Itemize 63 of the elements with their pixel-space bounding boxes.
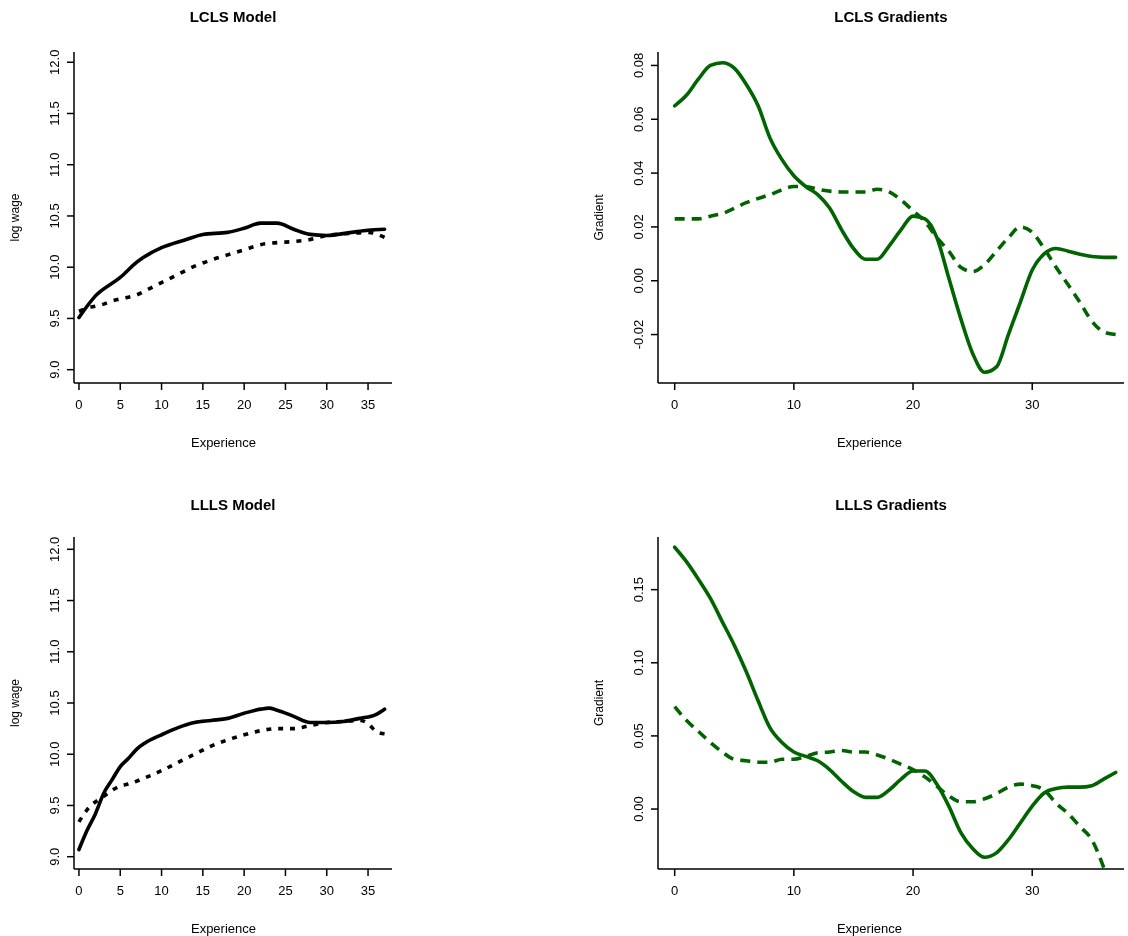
chart-title: LLLS Gradients — [835, 496, 947, 513]
x-tick-label: 25 — [278, 883, 293, 898]
y-tick-label: 10.5 — [47, 690, 62, 716]
y-tick-label: 9.0 — [47, 360, 62, 379]
chart-title: LCLS Gradients — [834, 8, 948, 25]
y-tick-label: 10.5 — [47, 203, 62, 229]
y-tick-label: 0.02 — [631, 214, 646, 240]
y-tick-label: 9.5 — [47, 309, 62, 328]
y-tick-label: 11.0 — [47, 152, 62, 177]
line-series — [77, 221, 387, 320]
x-tick-label: 0 — [671, 883, 679, 898]
x-tick-label: 30 — [319, 883, 334, 898]
x-tick-label: 20 — [236, 883, 252, 898]
y-tick-label: 11.5 — [47, 588, 62, 613]
y-axis-title: log wage — [8, 678, 22, 728]
x-tick-label: 20 — [905, 883, 921, 898]
x-tick-label: 20 — [236, 397, 252, 412]
y-tick-label: 0.08 — [631, 52, 646, 79]
y-tick-label: 0.05 — [631, 723, 646, 749]
y-tick-label: 0.00 — [631, 796, 646, 822]
x-tick-label: 0 — [671, 397, 679, 412]
y-tick-label: 9.0 — [47, 847, 62, 866]
x-tick-label: 10 — [786, 883, 802, 898]
x-tick-label: 30 — [1025, 883, 1040, 898]
y-tick-label: 10.0 — [47, 741, 62, 767]
x-tick-label: 5 — [116, 397, 124, 412]
y-tick-label: 0.10 — [631, 650, 646, 676]
x-tick-label: 0 — [75, 397, 83, 412]
x-tick-label: 10 — [786, 397, 802, 412]
y-tick-label: 9.5 — [47, 796, 62, 815]
x-tick-label: 30 — [319, 397, 334, 412]
x-tick-label: 25 — [278, 397, 293, 412]
y-tick-label: 0.04 — [631, 160, 646, 186]
y-tick-label: 12.0 — [47, 49, 62, 75]
y-axis-title: log wage — [8, 193, 22, 242]
y-axis-title: Gradient — [592, 193, 606, 241]
x-tick-label: 5 — [116, 883, 124, 898]
x-tick-label: 10 — [154, 883, 169, 898]
y-tick-label: 0.00 — [631, 268, 646, 294]
x-tick-label: 30 — [1025, 397, 1040, 412]
y-tick-label: 12.0 — [47, 536, 62, 562]
x-tick-label: 15 — [195, 883, 211, 898]
x-axis-title: Experience — [836, 435, 902, 450]
x-axis-title: Experience — [190, 435, 257, 450]
y-tick-label: 0.15 — [631, 577, 646, 603]
x-tick-label: 10 — [154, 397, 169, 412]
y-tick-label: 11.0 — [47, 639, 62, 664]
line-series — [77, 706, 387, 852]
x-tick-label: 35 — [360, 397, 376, 412]
y-tick-label: -0.02 — [631, 319, 646, 350]
x-tick-label: 20 — [905, 397, 921, 412]
x-tick-label: 0 — [75, 883, 83, 898]
x-axis-title: Experience — [836, 921, 902, 936]
line-series — [672, 60, 1118, 375]
chart-title: LCLS Model — [189, 8, 277, 25]
chart-title: LLLS Model — [190, 496, 276, 513]
y-axis-title: Gradient — [592, 679, 606, 727]
x-tick-label: 35 — [360, 883, 376, 898]
x-axis-title: Experience — [190, 921, 257, 936]
y-tick-label: 11.5 — [47, 101, 62, 126]
y-tick-label: 0.06 — [631, 106, 646, 132]
y-tick-label: 10.0 — [47, 254, 62, 280]
x-tick-label: 15 — [195, 397, 211, 412]
